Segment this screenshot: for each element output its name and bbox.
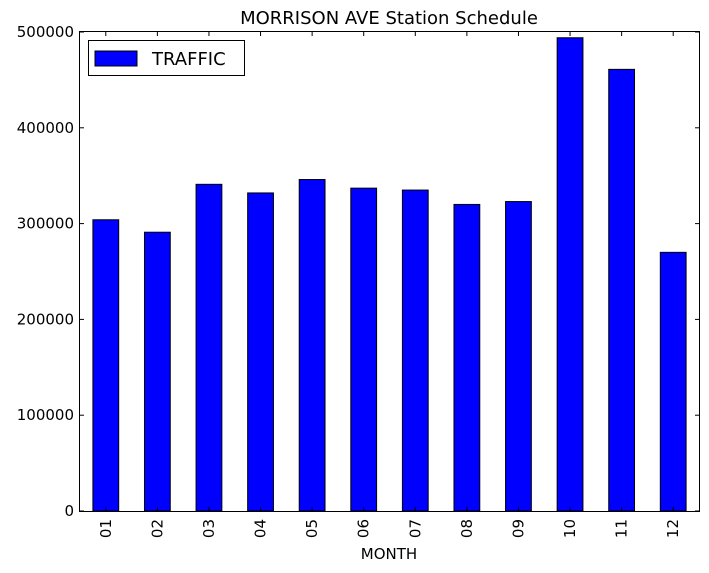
x-tick-label-07: 07: [406, 519, 424, 538]
y-tick-label-0: 0: [64, 502, 74, 520]
bar-09: [505, 201, 532, 512]
bar-10: [556, 37, 584, 512]
bar-02: [143, 231, 171, 512]
x-tick-label-06: 06: [355, 519, 373, 538]
legend-label: TRAFFIC: [151, 49, 226, 70]
bar-11: [608, 68, 636, 512]
bar-04: [247, 192, 274, 512]
x-tick-label-05: 05: [303, 519, 321, 538]
x-tick-label-08: 08: [458, 519, 476, 538]
bar-06: [350, 187, 378, 512]
y-tick-label-200000: 200000: [17, 310, 74, 328]
x-tick-label-03: 03: [200, 519, 218, 538]
bar-03: [195, 183, 223, 512]
y-tick-label-500000: 500000: [17, 23, 74, 41]
x-axis-label: MONTH: [361, 545, 417, 563]
chart-title: MORRISON AVE Station Schedule: [240, 8, 538, 29]
bar-07: [401, 189, 429, 512]
legend: TRAFFIC: [88, 40, 245, 76]
y-axis: 0 100000 200000 300000 400000 500000: [17, 23, 699, 520]
x-tick-label-04: 04: [252, 519, 270, 538]
bar-01: [92, 219, 120, 512]
y-tick-label-400000: 400000: [17, 119, 74, 137]
plot-frame: [79, 31, 700, 512]
bar-12: [659, 251, 687, 512]
x-tick-label-09: 09: [509, 519, 527, 538]
x-axis: 01 02 03 04 05 06 07 08 09 10 11 12: [97, 32, 682, 538]
x-tick-label-12: 12: [664, 519, 682, 538]
x-tick-label-10: 10: [561, 519, 579, 538]
x-tick-label-11: 11: [613, 519, 631, 538]
bars-group: [92, 37, 687, 512]
bar-05: [298, 179, 326, 512]
y-tick-label-300000: 300000: [17, 215, 74, 233]
x-tick-label-01: 01: [97, 519, 115, 538]
legend-swatch: [94, 50, 138, 67]
bar-08: [453, 203, 481, 512]
y-tick-label-100000: 100000: [17, 406, 74, 424]
x-tick-label-02: 02: [148, 519, 166, 538]
